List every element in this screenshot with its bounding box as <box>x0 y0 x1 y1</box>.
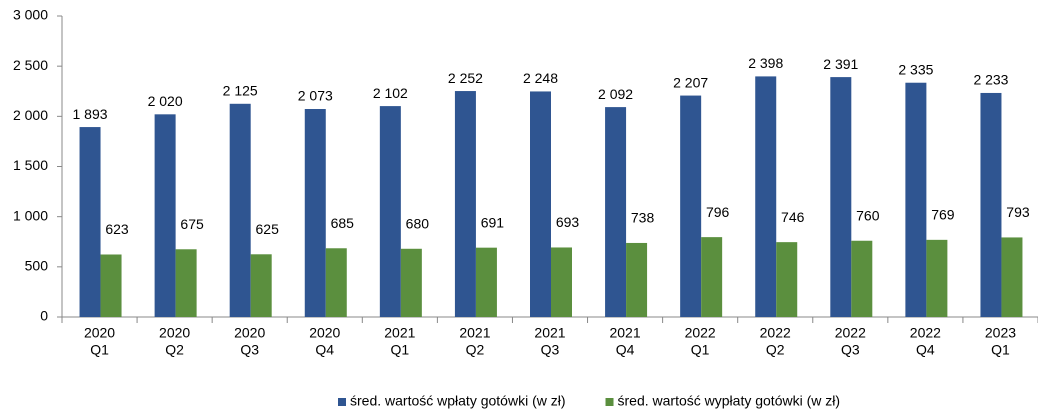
x-tick-label: 2021 <box>459 325 490 341</box>
bar <box>680 95 702 317</box>
value-label: 675 <box>180 216 204 232</box>
value-label: 2 207 <box>673 74 708 90</box>
y-tick-label: 1 000 <box>13 207 48 223</box>
value-label: 793 <box>1006 204 1030 220</box>
value-label: 2 252 <box>448 70 483 86</box>
y-tick-label: 2 500 <box>13 57 48 73</box>
x-tick-label: 2022 <box>685 325 716 341</box>
value-label: 2 020 <box>148 93 183 109</box>
bar <box>980 92 1002 318</box>
value-label: 2 391 <box>823 56 858 72</box>
x-tick-label: Q2 <box>466 342 485 358</box>
bar <box>830 77 852 317</box>
x-tick-label: 2021 <box>384 325 415 341</box>
value-label: 2 233 <box>973 72 1008 88</box>
x-tick-label: Q4 <box>916 342 935 358</box>
value-label: 2 092 <box>598 86 633 102</box>
x-tick-label: Q3 <box>541 342 560 358</box>
value-label: 693 <box>556 214 580 230</box>
x-tick-label: 2021 <box>534 325 565 341</box>
bar <box>400 248 422 317</box>
value-label: 738 <box>631 210 655 226</box>
x-tick-label: Q1 <box>391 342 410 358</box>
bar <box>79 127 101 317</box>
value-label: 2 398 <box>748 55 783 71</box>
x-tick-label: Q2 <box>165 342 184 358</box>
value-label: 2 248 <box>523 70 558 86</box>
y-tick-label: 2 000 <box>13 107 48 123</box>
value-label: 2 125 <box>223 82 258 98</box>
y-tick-label: 0 <box>40 308 48 324</box>
value-label: 691 <box>481 214 505 230</box>
bar <box>905 82 927 317</box>
bar <box>755 76 777 317</box>
x-tick-label: 2020 <box>234 325 265 341</box>
value-label: 769 <box>931 207 955 223</box>
bar <box>701 237 723 317</box>
bar <box>325 248 347 317</box>
value-label: 685 <box>331 215 355 231</box>
x-tick-label: 2021 <box>609 325 640 341</box>
x-tick-label: 2023 <box>985 325 1016 341</box>
value-label: 623 <box>105 221 129 237</box>
x-tick-label: 2020 <box>309 325 340 341</box>
value-label: 625 <box>256 221 280 237</box>
bar <box>379 106 401 317</box>
x-tick-label: 2020 <box>159 325 190 341</box>
bar <box>475 247 497 317</box>
value-label: 2 102 <box>373 85 408 101</box>
legend-label: śred. wartość wpłaty gotówki (w zł) <box>350 393 566 409</box>
bar <box>1001 237 1023 317</box>
bar <box>304 109 326 317</box>
bar <box>250 254 272 317</box>
bar <box>175 249 197 317</box>
x-tick-label: Q1 <box>991 342 1010 358</box>
bar <box>530 91 551 317</box>
value-label: 680 <box>406 215 430 231</box>
bar <box>229 103 251 318</box>
x-tick-label: Q2 <box>766 342 785 358</box>
bar <box>926 239 948 317</box>
value-label: 1 893 <box>73 106 108 122</box>
x-tick-label: 2020 <box>84 325 115 341</box>
bar <box>626 242 648 317</box>
bar <box>605 107 627 318</box>
bar <box>100 254 122 317</box>
value-label: 2 335 <box>898 61 933 77</box>
x-tick-label: 2022 <box>910 325 941 341</box>
value-label: 746 <box>781 209 805 225</box>
bar <box>154 114 176 318</box>
x-tick-label: Q4 <box>315 342 334 358</box>
value-label: 760 <box>856 207 880 223</box>
x-tick-label: Q3 <box>841 342 860 358</box>
bar <box>851 240 873 317</box>
x-tick-label: Q4 <box>616 342 635 358</box>
bar <box>776 242 798 317</box>
value-label: 2 073 <box>298 88 333 104</box>
x-tick-label: Q3 <box>240 342 259 358</box>
x-tick-label: Q1 <box>90 342 109 358</box>
legend-swatch <box>338 398 346 406</box>
value-label: 796 <box>706 204 730 220</box>
y-tick-label: 3 000 <box>13 7 48 23</box>
x-tick-label: 2022 <box>760 325 791 341</box>
x-tick-label: Q1 <box>691 342 710 358</box>
y-tick-label: 1 500 <box>13 157 48 173</box>
bar <box>454 91 476 317</box>
x-tick-label: 2022 <box>835 325 866 341</box>
y-tick-label: 500 <box>25 258 49 274</box>
bar <box>551 247 572 317</box>
legend-label: śred. wartość wypłaty gotówki (w zł) <box>618 393 841 409</box>
legend-swatch <box>605 398 614 406</box>
